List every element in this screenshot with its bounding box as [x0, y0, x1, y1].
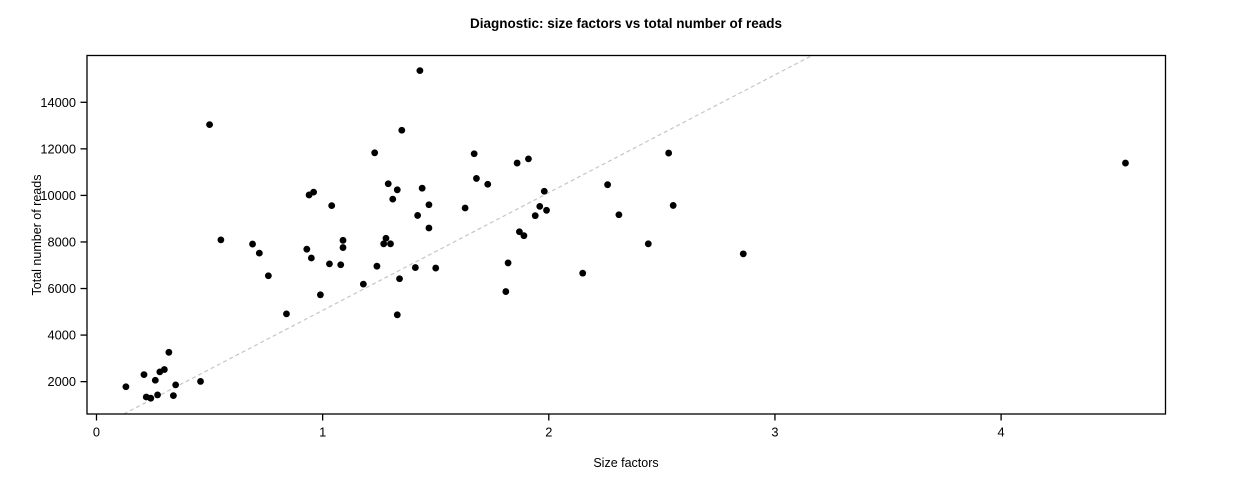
data-point: [387, 240, 394, 248]
data-point: [373, 262, 381, 270]
y-tick-label: 2000: [48, 374, 76, 389]
data-point: [154, 391, 161, 399]
data-point: [461, 204, 469, 212]
data-point: [169, 392, 177, 400]
data-point: [411, 264, 419, 271]
x-tick-label: 3: [771, 425, 778, 440]
data-point: [283, 310, 290, 318]
data-point: [502, 288, 510, 295]
data-point: [165, 348, 173, 356]
data-point: [310, 188, 318, 196]
data-point: [264, 272, 272, 280]
data-point: [536, 202, 544, 210]
data-point: [151, 376, 159, 384]
data-point: [122, 383, 130, 391]
data-point: [1122, 159, 1129, 167]
y-tick-label: 4000: [48, 328, 76, 343]
data-point: [473, 175, 480, 182]
y-tick-label: 10000: [40, 188, 76, 203]
data-point: [339, 236, 347, 244]
data-point: [515, 228, 523, 236]
data-point: [147, 394, 155, 402]
data-point: [665, 149, 673, 157]
y-tick-label: 14000: [40, 95, 76, 110]
data-point: [520, 232, 528, 240]
data-point: [307, 254, 315, 262]
data-point: [425, 224, 433, 232]
data-point: [615, 211, 623, 219]
data-point: [384, 180, 392, 188]
data-point: [337, 261, 345, 269]
data-point: [393, 186, 401, 194]
data-point: [217, 236, 225, 244]
y-axis-label: Total number of reads: [30, 174, 44, 296]
data-point: [160, 366, 168, 373]
data-point: [328, 202, 336, 210]
data-point: [484, 180, 492, 188]
data-point: [739, 250, 747, 258]
x-axis-label: Size factors: [593, 456, 659, 470]
data-point: [140, 371, 148, 379]
data-point: [432, 264, 440, 272]
plot-border: [86, 54, 1167, 415]
y-tick-label: 6000: [48, 281, 76, 296]
data-point: [326, 260, 333, 268]
y-tick-label: 8000: [48, 234, 76, 249]
data-point: [543, 206, 550, 214]
data-point: [380, 240, 388, 248]
data-point: [416, 67, 424, 75]
data-point: [644, 240, 652, 248]
data-point: [371, 149, 379, 157]
x-tick-label: 1: [319, 425, 326, 440]
chart-title: Diagnostic: size factors vs total number…: [469, 16, 783, 31]
data-point: [316, 291, 324, 299]
data-point: [531, 212, 539, 220]
data-point: [418, 184, 426, 192]
x-tick-label: 0: [93, 425, 100, 440]
x-tick-label: 4: [998, 425, 1005, 440]
data-point: [396, 275, 403, 283]
data-point: [389, 195, 397, 203]
data-point: [339, 244, 347, 251]
data-point: [513, 159, 521, 167]
y-tick-label: 12000: [40, 141, 76, 156]
x-tick-label: 2: [545, 425, 552, 440]
data-point: [540, 187, 548, 195]
data-point: [197, 378, 204, 385]
data-point: [579, 269, 587, 277]
reference-line: [123, 54, 813, 415]
data-point: [604, 181, 611, 189]
data-point: [425, 201, 433, 209]
data-point: [303, 245, 311, 253]
data-point: [393, 311, 401, 319]
data-point: [172, 381, 180, 389]
data-point: [504, 259, 512, 267]
data-point: [398, 126, 406, 134]
data-point: [382, 234, 390, 242]
data-point: [249, 240, 256, 248]
data-point: [414, 212, 422, 219]
data-point: [669, 202, 677, 209]
data-point: [359, 280, 367, 288]
data-point: [206, 121, 213, 129]
data-point: [470, 150, 478, 158]
data-point: [255, 249, 263, 257]
data-point: [525, 155, 532, 163]
